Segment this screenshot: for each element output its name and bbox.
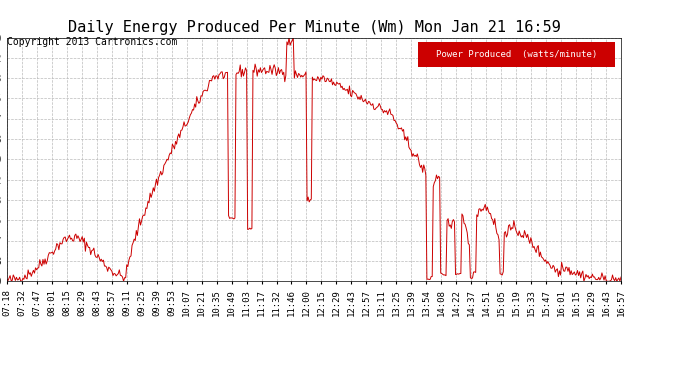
Text: Copyright 2013 Cartronics.com: Copyright 2013 Cartronics.com bbox=[7, 37, 177, 47]
Title: Daily Energy Produced Per Minute (Wm) Mon Jan 21 16:59: Daily Energy Produced Per Minute (Wm) Mo… bbox=[68, 20, 560, 35]
